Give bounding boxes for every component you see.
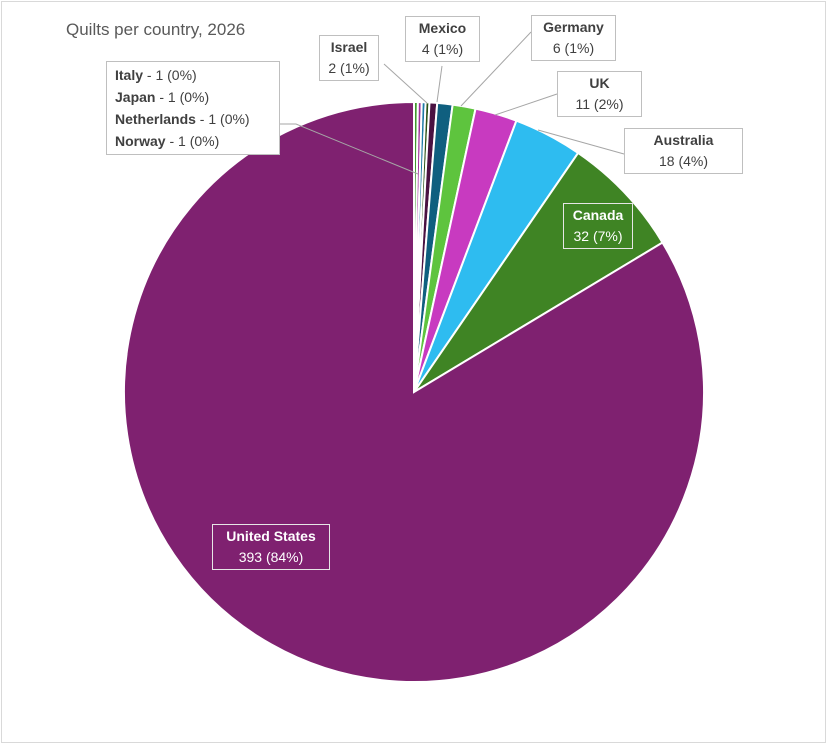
- data-label-netherlands: Netherlands - 1 (0%): [115, 108, 271, 130]
- data-label-value: - 1 (0%): [155, 89, 210, 105]
- data-label-uk: UK 11 (2%): [557, 71, 642, 117]
- data-label-name: UK: [589, 75, 610, 91]
- data-label-value: 18 (4%): [658, 153, 709, 169]
- leader-line-australia: [537, 129, 625, 155]
- leader-line-uk: [494, 93, 558, 116]
- data-label-value: - 1 (0%): [165, 133, 220, 149]
- pie-slice-canada: [413, 151, 664, 393]
- data-label-name: Germany: [543, 19, 604, 35]
- data-label-value: 393 (84%): [238, 549, 304, 565]
- data-label-name: Japan: [115, 89, 156, 105]
- data-label-mexico: Mexico 4 (1%): [405, 16, 480, 62]
- data-label-value: 32 (7%): [573, 228, 623, 244]
- data-label-value: 6 (1%): [552, 40, 595, 56]
- data-label-australia: Australia 18 (4%): [624, 128, 743, 174]
- data-label-germany: Germany 6 (1%): [531, 15, 616, 61]
- data-label-name: Mexico: [418, 20, 467, 36]
- leader-line-mexico: [436, 65, 443, 103]
- data-label-name: Israel: [330, 39, 368, 55]
- data-label-israel: Israel 2 (1%): [319, 35, 379, 81]
- data-label-name: United States: [226, 528, 316, 544]
- data-label-value: 4 (1%): [421, 41, 464, 57]
- data-label-small-countries: Italy - 1 (0%) Japan - 1 (0%) Netherland…: [106, 61, 280, 155]
- chart-title: Quilts per country, 2026: [66, 20, 246, 39]
- data-label-name: Canada: [572, 207, 624, 223]
- data-label-canada: Canada 32 (7%): [563, 203, 633, 249]
- data-label-value: 2 (1%): [328, 60, 370, 76]
- data-label-value: - 1 (0%): [195, 111, 250, 127]
- data-label-name: Australia: [653, 132, 714, 148]
- data-label-japan: Japan - 1 (0%): [115, 86, 271, 108]
- data-label-name: Netherlands: [115, 111, 196, 127]
- leader-line-germany: [460, 31, 532, 107]
- leader-line-small: [280, 123, 419, 175]
- data-label-name: Norway: [115, 133, 166, 149]
- data-label-united-states: United States 393 (84%): [212, 524, 330, 570]
- data-label-value: 11 (2%): [575, 96, 624, 112]
- data-label-italy: Italy - 1 (0%): [115, 64, 271, 86]
- pie-slice-united-states: [123, 100, 705, 683]
- leader-line-israel: [383, 63, 428, 104]
- data-label-name: Italy: [115, 67, 144, 83]
- data-label-norway: Norway - 1 (0%): [115, 130, 271, 152]
- data-label-value: - 1 (0%): [143, 67, 197, 83]
